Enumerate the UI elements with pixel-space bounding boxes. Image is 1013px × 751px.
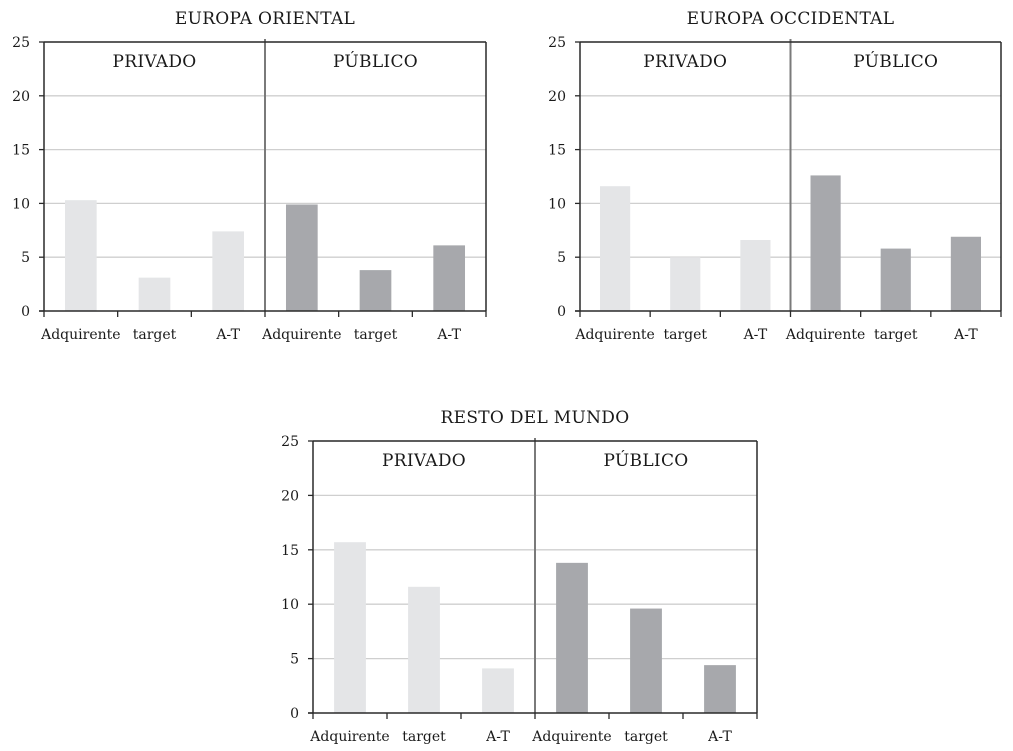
x-category-label: Adquirente: [40, 327, 120, 343]
bar-publico-adquirente: [810, 175, 841, 311]
bar-privado-target: [138, 277, 171, 311]
x-category-label: target: [354, 327, 398, 343]
y-tick-label: 0: [557, 304, 566, 320]
group-label-privado: PRIVADO: [112, 52, 196, 72]
chart-title: EUROPA OCCIDENTAL: [687, 9, 895, 29]
y-tick-label: 10: [548, 196, 566, 212]
x-category-label: Adquirente: [531, 729, 611, 745]
bar-publico-target: [359, 270, 392, 311]
x-category-label: Adquirente: [574, 327, 654, 343]
x-category-label: A-T: [436, 327, 461, 343]
group-label-privado: PRIVADO: [382, 451, 466, 471]
x-category-label: target: [624, 729, 668, 745]
bar-publico-adquirente: [285, 204, 318, 311]
bar-privado-a-t: [212, 231, 245, 311]
chart-panel-1: EUROPA ORIENTAL 0 5 10 15 20 25 Adquirente targe…: [12, 9, 487, 343]
y-tick-label: 0: [21, 304, 30, 320]
chart-title: RESTO DEL MUNDO: [441, 408, 630, 428]
x-category-label: A-T: [743, 327, 768, 343]
chart-title: EUROPA ORIENTAL: [175, 9, 355, 29]
y-tick-label: 25: [281, 434, 299, 450]
x-category-label: Adquirente: [785, 327, 865, 343]
group-label-publico: PÚBLICO: [333, 51, 418, 72]
x-category-label: A-T: [215, 327, 240, 343]
y-tick-label: 15: [281, 543, 299, 559]
bar-privado-adquirente: [64, 200, 97, 311]
bar-publico-adquirente: [556, 562, 588, 713]
bar-privado-adquirente: [599, 186, 631, 311]
x-category-label: Adquirente: [309, 729, 389, 745]
group-label-privado: PRIVADO: [643, 52, 727, 72]
y-tick-label: 25: [548, 35, 566, 51]
y-tick-label: 5: [21, 250, 30, 266]
bar-privado-target: [408, 586, 440, 713]
y-tick-label: 25: [12, 35, 30, 51]
chart-panel-2: EUROPA OCCIDENTAL 0 5 10 15 20 25 Adquirente tar…: [548, 9, 1002, 343]
y-tick-label: 20: [548, 89, 566, 105]
bar-publico-a-t: [950, 236, 982, 311]
bar-publico-a-t: [704, 665, 736, 713]
x-category-label: target: [133, 327, 177, 343]
x-category-label: Adquirente: [261, 327, 341, 343]
bar-publico-a-t: [433, 245, 466, 311]
y-tick-label: 0: [290, 706, 299, 722]
y-tick-label: 10: [281, 597, 299, 613]
y-tick-label: 10: [12, 196, 30, 212]
x-category-label: A-T: [485, 729, 510, 745]
bar-privado-a-t: [482, 668, 514, 713]
y-tick-label: 20: [281, 488, 299, 504]
bar-publico-target: [880, 248, 911, 311]
y-tick-label: 15: [12, 143, 30, 159]
group-label-publico: PÚBLICO: [853, 51, 938, 72]
y-tick-label: 20: [12, 89, 30, 105]
x-category-label: target: [663, 327, 707, 343]
bar-privado-adquirente: [334, 542, 366, 713]
bar-publico-target: [630, 608, 662, 713]
x-category-label: A-T: [953, 327, 978, 343]
group-label-publico: PÚBLICO: [603, 450, 688, 471]
x-category-label: A-T: [707, 729, 732, 745]
chart-panel-3: RESTO DEL MUNDO 0 5 10 15 20 25 Adquirente targe…: [281, 408, 758, 745]
x-category-label: target: [874, 327, 918, 343]
bar-privado-target: [670, 257, 701, 311]
bar-privado-a-t: [740, 239, 771, 311]
x-category-label: target: [402, 729, 446, 745]
y-tick-label: 5: [290, 652, 299, 668]
y-tick-label: 15: [548, 143, 566, 159]
y-tick-label: 5: [557, 250, 566, 266]
